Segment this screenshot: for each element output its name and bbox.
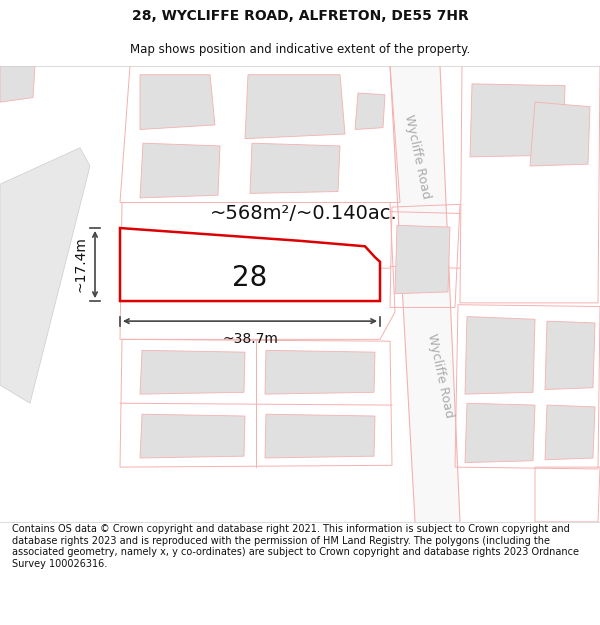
Text: Map shows position and indicative extent of the property.: Map shows position and indicative extent… bbox=[130, 42, 470, 56]
Text: 28: 28 bbox=[232, 264, 268, 292]
Polygon shape bbox=[250, 143, 340, 193]
Text: 28, WYCLIFFE ROAD, ALFRETON, DE55 7HR: 28, WYCLIFFE ROAD, ALFRETON, DE55 7HR bbox=[131, 9, 469, 23]
Polygon shape bbox=[470, 84, 565, 157]
Text: ~17.4m: ~17.4m bbox=[73, 237, 87, 292]
Polygon shape bbox=[140, 351, 245, 394]
Polygon shape bbox=[0, 66, 35, 102]
Polygon shape bbox=[265, 351, 375, 394]
Polygon shape bbox=[395, 225, 450, 294]
Polygon shape bbox=[0, 148, 90, 403]
Polygon shape bbox=[545, 405, 595, 460]
Polygon shape bbox=[545, 321, 595, 389]
Polygon shape bbox=[530, 102, 590, 166]
Text: ~568m²/~0.140ac.: ~568m²/~0.140ac. bbox=[210, 204, 398, 223]
Polygon shape bbox=[265, 414, 375, 458]
Text: Wycliffe Road: Wycliffe Road bbox=[425, 332, 455, 419]
Polygon shape bbox=[245, 75, 345, 139]
Text: Wycliffe Road: Wycliffe Road bbox=[402, 114, 432, 200]
Polygon shape bbox=[355, 93, 385, 129]
Polygon shape bbox=[120, 228, 380, 301]
Polygon shape bbox=[140, 143, 220, 198]
Polygon shape bbox=[140, 414, 245, 458]
Polygon shape bbox=[465, 403, 535, 462]
Text: ~38.7m: ~38.7m bbox=[222, 332, 278, 346]
Polygon shape bbox=[465, 316, 535, 394]
Polygon shape bbox=[390, 66, 460, 522]
Polygon shape bbox=[195, 253, 290, 294]
Polygon shape bbox=[140, 75, 215, 129]
Text: Contains OS data © Crown copyright and database right 2021. This information is : Contains OS data © Crown copyright and d… bbox=[12, 524, 579, 569]
